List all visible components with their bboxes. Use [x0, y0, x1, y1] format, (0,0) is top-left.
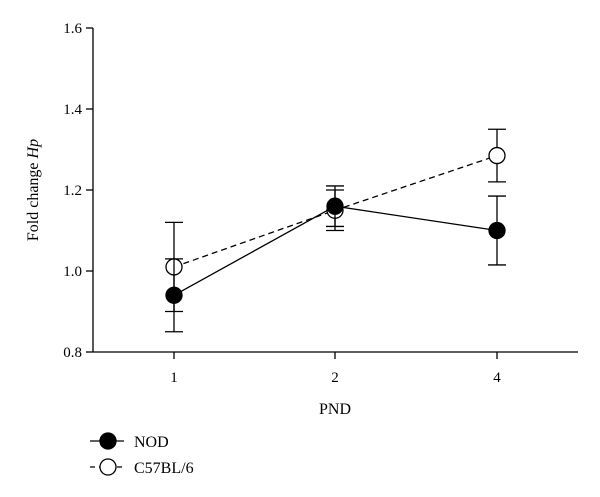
legend-marker-nod [99, 432, 117, 450]
y-tick-label: 0.8 [63, 345, 82, 361]
y-tick-label: 1.0 [63, 264, 82, 280]
axes: 0.8 1.0 1.2 1.4 1.6 1 2 4 [63, 21, 578, 386]
legend-item-c57bl6: C57BL/6 [90, 458, 194, 477]
x-tick-label: 4 [493, 370, 501, 386]
data-point-c57bl6 [488, 146, 506, 165]
legend-marker-c57bl6 [99, 458, 117, 476]
y-tick-label: 1.2 [63, 183, 82, 199]
legend: NOD C57BL/6 [90, 432, 194, 477]
series [165, 128, 506, 333]
x-tick-label: 2 [331, 370, 339, 386]
legend-item-nod: NOD [90, 432, 169, 451]
series-nod [165, 185, 506, 333]
data-point-nod [326, 197, 344, 215]
y-axis-label: Fold change Hp [25, 139, 42, 241]
y-tick-label: 1.6 [63, 21, 82, 37]
data-point-nod [165, 286, 183, 304]
y-ticks: 0.8 1.0 1.2 1.4 1.6 [63, 21, 93, 361]
x-tick-label: 1 [170, 370, 178, 386]
x-ticks: 1 2 4 [170, 352, 501, 386]
legend-label-c57bl6: C57BL/6 [134, 460, 194, 477]
legend-label-nod: NOD [134, 434, 169, 451]
x-axis-label: PND [319, 401, 351, 418]
data-point-nod [488, 221, 506, 240]
y-tick-label: 1.4 [63, 102, 82, 118]
